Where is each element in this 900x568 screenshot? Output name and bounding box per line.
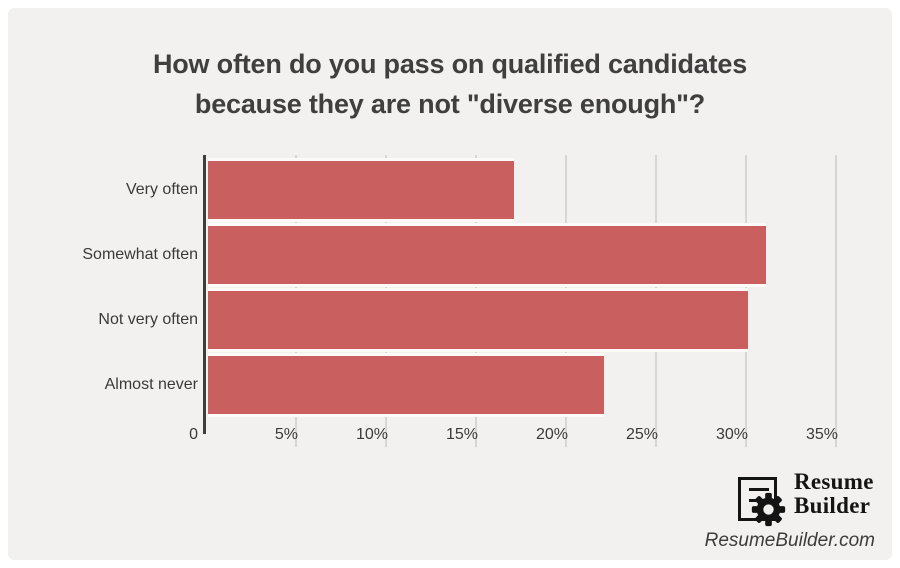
document-text-line-2: [749, 499, 761, 502]
x-tick-label: 25%: [625, 426, 658, 443]
gear-icon: [751, 492, 786, 527]
x-tick-label: 5%: [274, 426, 298, 443]
chart-title-line-1: How often do you pass on qualified candi…: [152, 49, 748, 79]
document-text-line-1: [749, 488, 769, 491]
y-axis-line: [203, 155, 206, 434]
bar-not-very-often: [208, 288, 748, 352]
bar-almost-never: [208, 353, 604, 417]
gridline-35%: [835, 155, 837, 447]
x-tick-label: 0: [189, 426, 198, 443]
brand-name-line-1: Resume: [794, 469, 874, 494]
bar-somewhat-often: [208, 223, 766, 287]
x-tick-label: 30%: [715, 426, 748, 443]
x-tick-label: 10%: [355, 426, 388, 443]
brand-website: ResumeBuilder.com: [704, 530, 875, 551]
category-label-somewhat-often: Somewhat often: [82, 246, 198, 263]
category-label-not-very-often: Not very often: [98, 311, 198, 328]
bar-very-often: [208, 158, 514, 222]
category-label-very-often: Very often: [125, 181, 198, 198]
x-tick-label: 35%: [805, 426, 838, 443]
brand-name: Resume Builder: [794, 470, 874, 518]
x-tick-label: 15%: [445, 426, 478, 443]
x-tick-label: 20%: [535, 426, 568, 443]
chart-title-line-2: because they are not "diverse enough"?: [194, 89, 706, 119]
brand-name-line-2: Builder: [794, 493, 871, 518]
category-label-almost-never: Almost never: [104, 376, 198, 393]
chart-title: How often do you pass on qualified candi…: [0, 44, 900, 124]
